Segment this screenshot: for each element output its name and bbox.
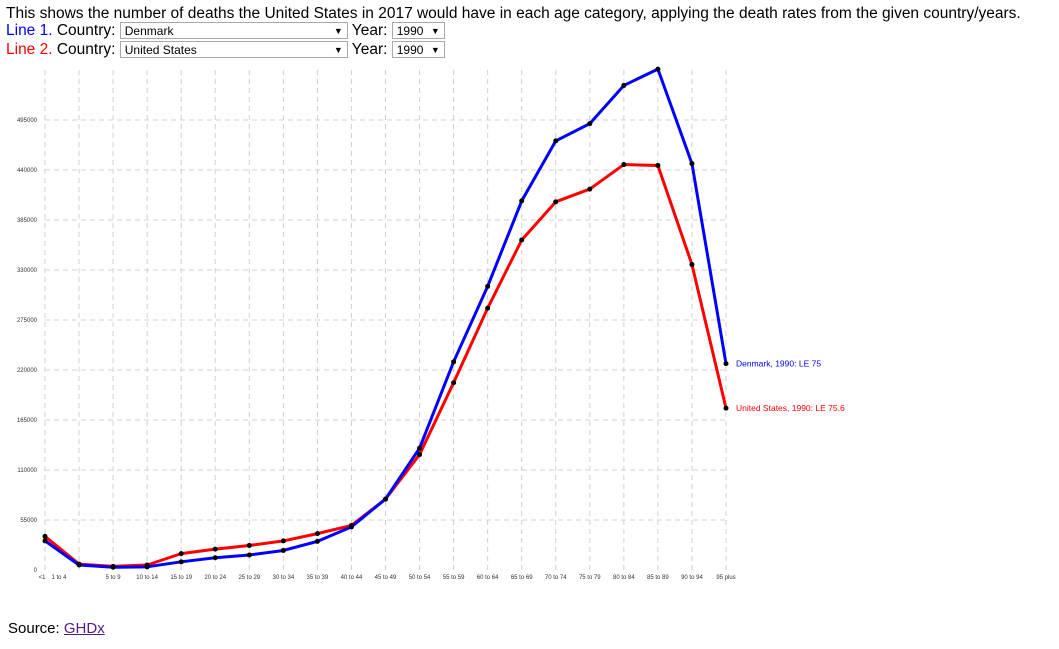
data-point <box>417 445 423 451</box>
source-label: Source: <box>8 620 60 637</box>
data-point <box>485 305 491 311</box>
line1-country-label: Country: <box>56 22 116 39</box>
line2-prefix: Line 2. <box>6 41 53 58</box>
line1-controls: Line 1. Country: Denmark ▼ Year: 1990 ▼ <box>6 22 445 42</box>
x-tick-label: 5 to 9 <box>106 575 122 581</box>
x-tick-label: 65 to 69 <box>511 575 533 581</box>
x-tick-label: 95 plus <box>716 575 735 581</box>
data-point <box>621 162 627 168</box>
data-point <box>655 66 661 72</box>
data-point <box>314 538 320 544</box>
line2-year-label: Year: <box>351 41 388 58</box>
data-point <box>76 562 82 568</box>
data-point <box>246 542 252 548</box>
data-point <box>280 538 286 544</box>
source-line: Source: GHDx <box>8 620 105 637</box>
data-point <box>348 524 354 530</box>
y-tick-label: 440000 <box>17 168 38 174</box>
data-point <box>246 552 252 558</box>
line1-prefix: Line 1. <box>6 22 53 39</box>
x-tick-label: 70 to 74 <box>545 575 567 581</box>
data-point <box>723 405 729 411</box>
line2-year-value: 1990 <box>396 43 424 58</box>
x-tick-label: 1 to 4 <box>51 575 67 581</box>
data-point <box>587 186 593 192</box>
data-point <box>519 198 525 204</box>
x-tick-label: 30 to 34 <box>273 575 295 581</box>
data-point <box>212 555 218 561</box>
chevron-down-icon: ▼ <box>430 45 440 56</box>
chevron-down-icon: ▼ <box>430 26 440 37</box>
x-tick-label: 50 to 54 <box>409 575 431 581</box>
data-point <box>178 559 184 565</box>
x-tick-label: 55 to 59 <box>443 575 465 581</box>
data-point <box>280 547 286 553</box>
x-tick-label: 40 to 44 <box>341 575 363 581</box>
y-tick-label: 275000 <box>17 318 38 324</box>
x-tick-label: 20 to 24 <box>204 575 226 581</box>
line1-year-select[interactable]: 1990 ▼ <box>391 22 445 40</box>
intro-text: This shows the number of deaths the Unit… <box>6 5 1021 22</box>
x-tick-label: 80 to 84 <box>613 575 635 581</box>
x-tick-label: 45 to 49 <box>375 575 397 581</box>
y-tick-label: 110000 <box>17 468 37 474</box>
data-point <box>723 361 729 367</box>
data-point <box>417 452 423 458</box>
data-point <box>42 538 48 544</box>
line2-controls: Line 2. Country: United States ▼ Year: 1… <box>6 41 445 61</box>
x-tick-label: 25 to 29 <box>238 575 260 581</box>
x-tick-label: <1 <box>39 575 47 581</box>
data-point <box>451 380 457 386</box>
y-tick-label: 165000 <box>17 418 38 424</box>
data-point <box>314 531 320 537</box>
x-tick-label: 35 to 39 <box>307 575 329 581</box>
data-point <box>485 283 491 289</box>
line1-country-select[interactable]: Denmark ▼ <box>119 22 348 40</box>
data-point <box>178 551 184 557</box>
line2-year-select[interactable]: 1990 ▼ <box>391 41 445 59</box>
chevron-down-icon: ▼ <box>333 26 343 37</box>
data-point <box>587 121 593 127</box>
data-point <box>689 262 695 268</box>
series-end-label: United States, 1990: LE 75.6 <box>736 403 845 413</box>
x-tick-label: 10 to 14 <box>136 575 158 581</box>
data-point <box>689 161 695 167</box>
line2-country-select[interactable]: United States ▼ <box>119 41 348 59</box>
data-point <box>519 237 525 243</box>
data-point <box>621 82 627 88</box>
x-tick-label: 85 to 89 <box>647 575 669 581</box>
x-tick-label: 90 to 94 <box>681 575 703 581</box>
y-tick-label: 220000 <box>17 368 38 374</box>
y-tick-label: 0 <box>34 568 38 574</box>
y-tick-label: 495000 <box>17 118 38 124</box>
x-tick-label: 60 to 64 <box>477 575 499 581</box>
data-point <box>553 138 559 144</box>
line2-country-value: United States <box>124 43 197 58</box>
data-point <box>383 496 388 502</box>
line1-country-value: Denmark <box>124 24 174 39</box>
data-point <box>655 162 661 168</box>
series-end-label: Denmark, 1990: LE 75 <box>736 359 821 369</box>
data-point <box>110 564 116 570</box>
line1-year-value: 1990 <box>396 24 424 39</box>
data-point <box>212 546 218 552</box>
source-link[interactable]: GHDx <box>63 620 105 637</box>
line2-country-label: Country: <box>56 41 116 58</box>
y-tick-label: 385000 <box>17 218 38 224</box>
chevron-down-icon: ▼ <box>333 45 343 56</box>
line1-year-label: Year: <box>351 22 388 39</box>
data-point <box>451 359 457 365</box>
y-tick-label: 330000 <box>17 268 38 274</box>
data-point <box>553 199 559 205</box>
x-tick-label: 15 to 19 <box>170 575 192 581</box>
x-tick-label: 75 to 79 <box>579 575 601 581</box>
y-tick-label: 55000 <box>20 518 37 524</box>
data-point <box>144 564 150 570</box>
data-point <box>42 533 48 539</box>
